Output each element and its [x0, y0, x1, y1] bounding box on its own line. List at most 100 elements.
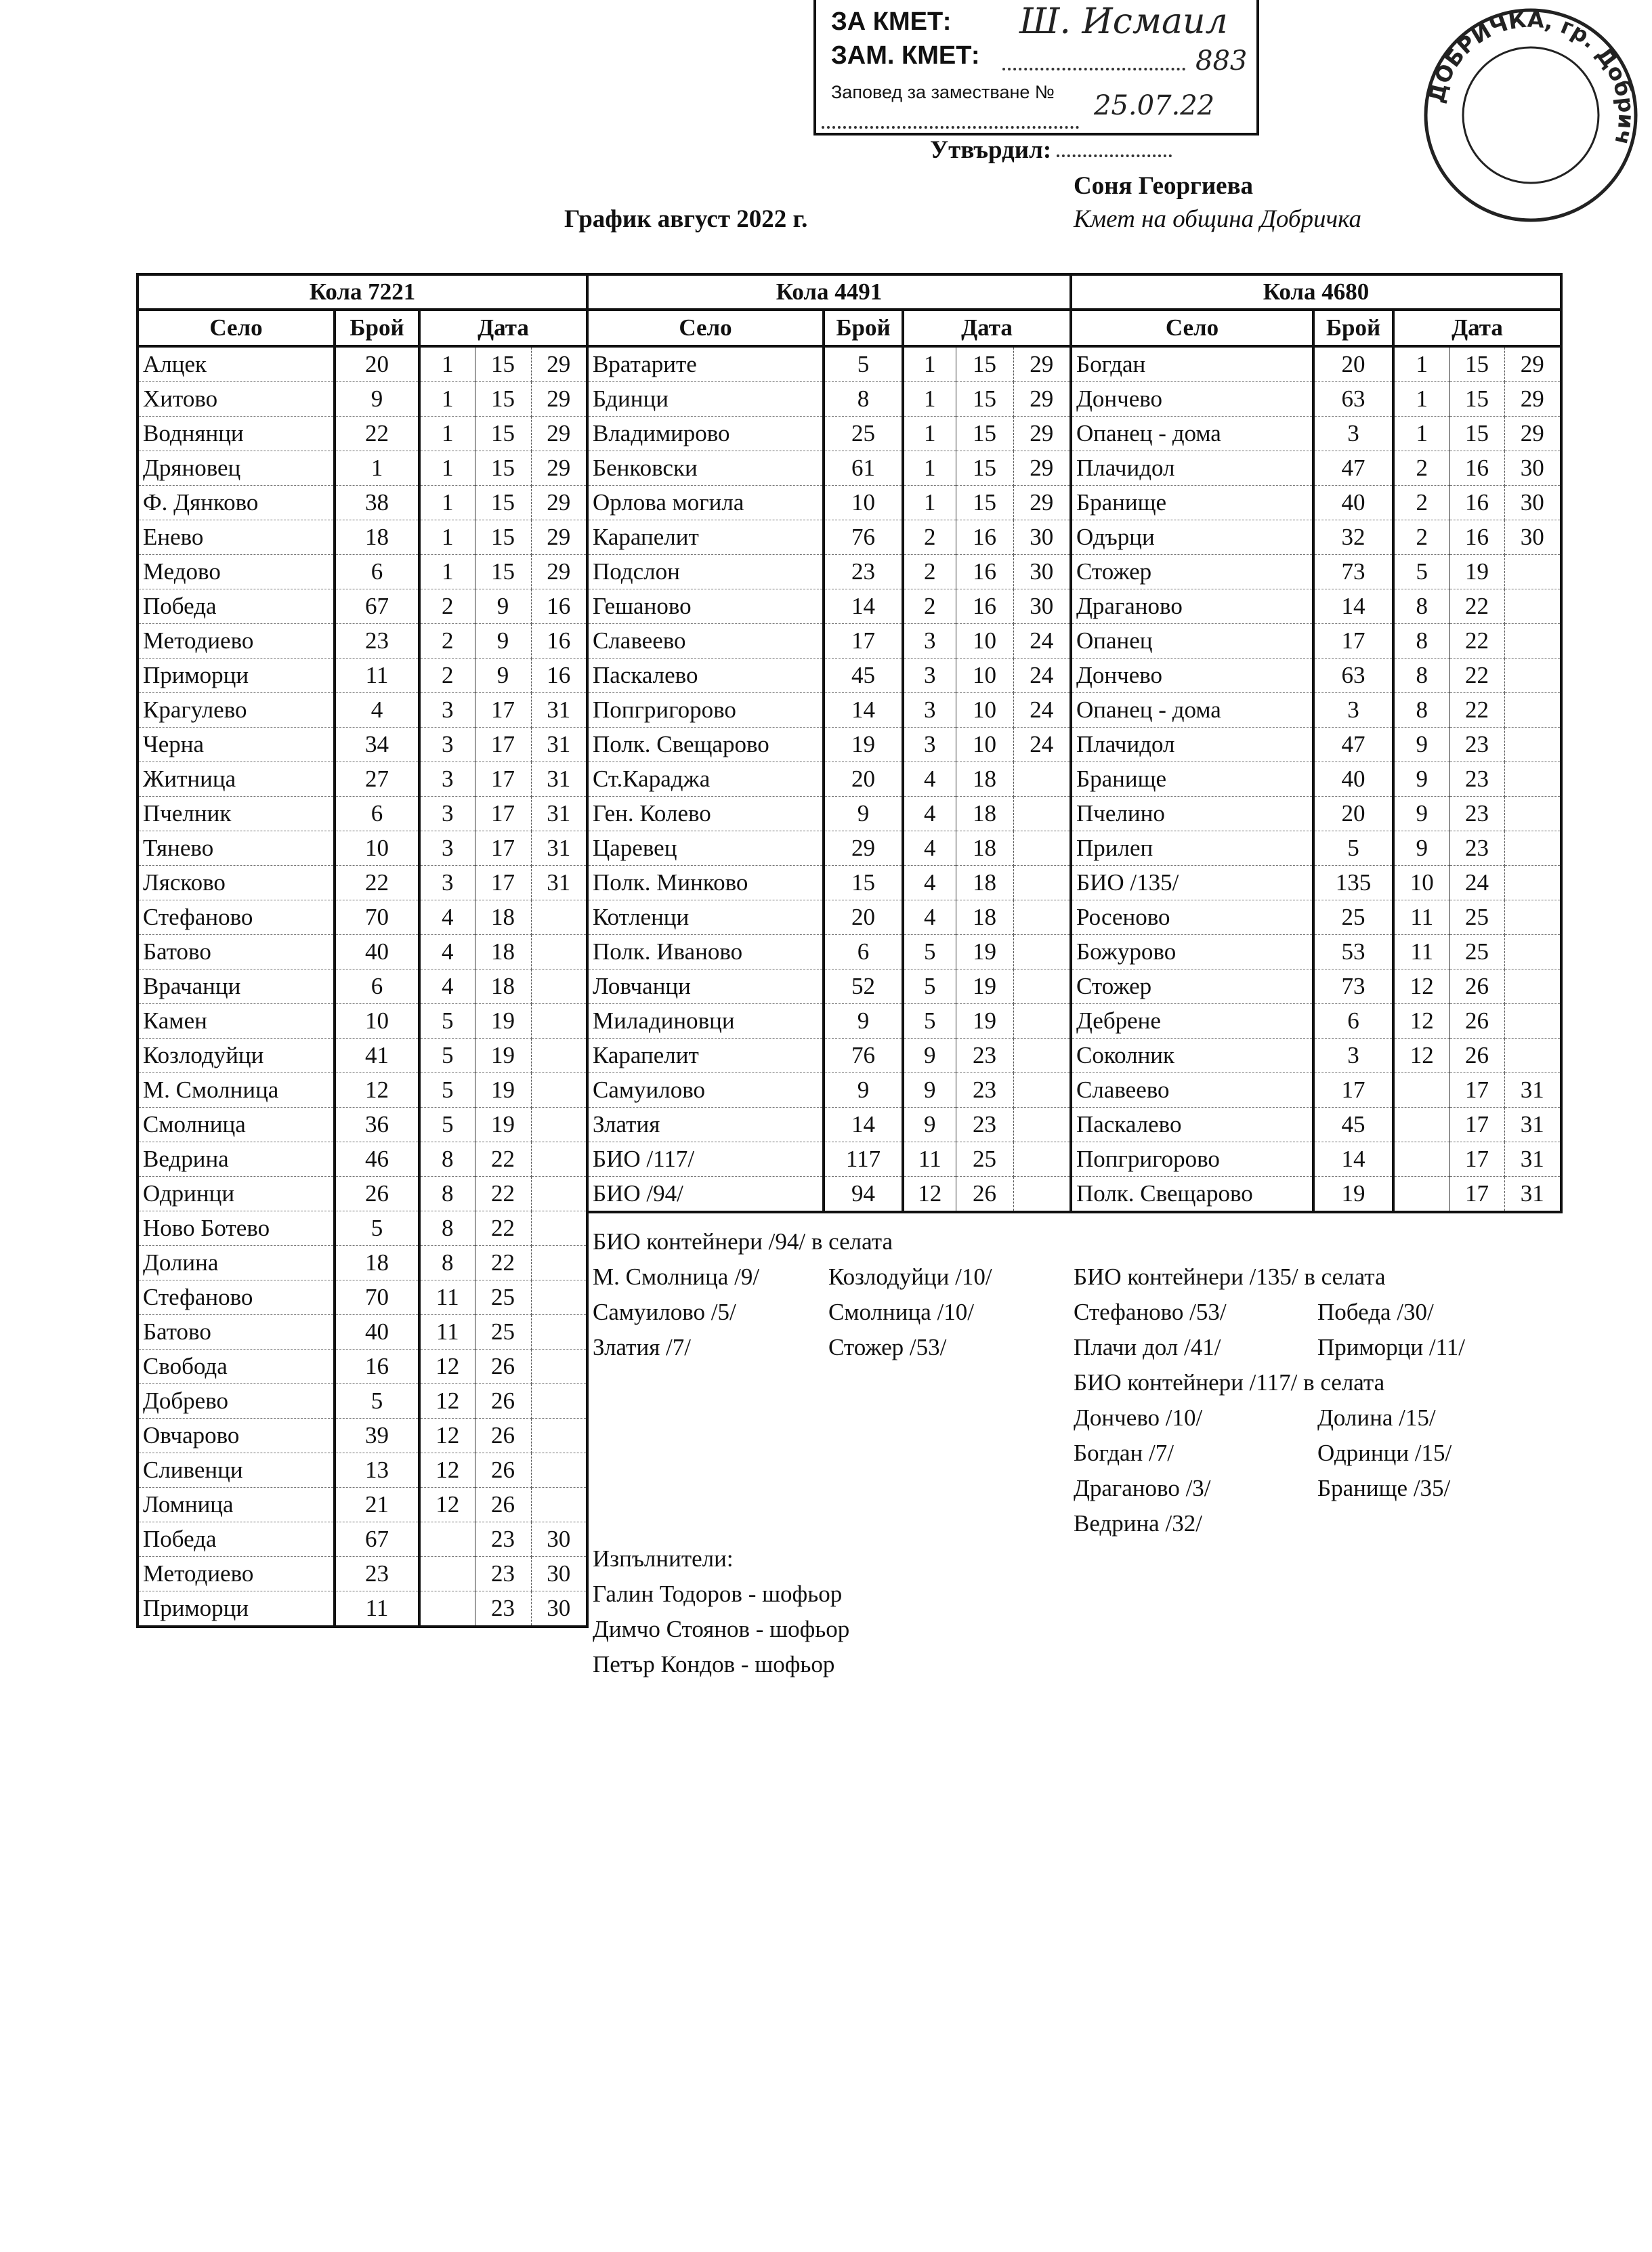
table-row: Котленци 20 4 18 [586, 900, 1072, 935]
date-cell-2: 26 [1449, 1038, 1505, 1073]
date-cell-1: 5 [419, 1072, 475, 1108]
table-row: Росеново 25 11 25 [1069, 900, 1563, 935]
date-cell-1: 8 [1393, 589, 1450, 624]
vehicle-title: Кола 7221 [136, 273, 589, 311]
count-cell: 38 [335, 485, 421, 520]
count-cell: 20 [824, 762, 904, 797]
date-cell-1: 4 [903, 900, 956, 935]
count-cell: 14 [1313, 1142, 1395, 1177]
date-cell-3: 24 [1013, 623, 1072, 659]
date-cell-2: 22 [475, 1142, 532, 1177]
date-cell-3: 30 [1013, 554, 1072, 589]
count-cell: 45 [1313, 1107, 1395, 1142]
date-cell-1: 4 [903, 831, 956, 866]
table-row: Стожер 73 12 26 [1069, 969, 1563, 1004]
village-cell: Дончево [1069, 381, 1315, 417]
date-cell-2: 23 [475, 1522, 532, 1557]
date-cell-1: 12 [419, 1487, 475, 1522]
table-row: Орлова могила 10 1 15 29 [586, 485, 1072, 520]
village-cell: Одърци [1069, 520, 1315, 555]
date-cell-2: 15 [475, 485, 532, 520]
bio-135-item: Приморци /11/ [1317, 1334, 1466, 1360]
date-cell-2: 22 [1449, 658, 1505, 693]
date-cell-2: 15 [956, 346, 1014, 382]
date-cell-3: 29 [531, 416, 589, 451]
village-cell: Долина [136, 1245, 336, 1280]
table-row: Одринци 26 8 22 [136, 1176, 589, 1211]
village-cell: Енево [136, 520, 336, 555]
date-cell-2: 23 [1449, 727, 1505, 762]
table-row: Ломница 21 12 26 [136, 1487, 589, 1522]
date-cell-2: 10 [956, 727, 1014, 762]
date-cell-1: 2 [903, 589, 956, 624]
count-cell: 36 [335, 1107, 421, 1142]
date-cell-1: 9 [1393, 796, 1450, 831]
table-row: Ст.Караджа 20 4 18 [586, 762, 1072, 797]
date-cell-1: 5 [1393, 554, 1450, 589]
date-cell-3 [1013, 831, 1072, 866]
village-cell: Лясково [136, 865, 336, 900]
date-cell-2: 26 [1449, 969, 1505, 1004]
date-cell-3: 29 [1504, 416, 1563, 451]
count-cell: 10 [335, 831, 421, 866]
count-cell: 19 [824, 727, 904, 762]
date-cell-2: 17 [1449, 1142, 1505, 1177]
date-cell-2: 25 [1449, 900, 1505, 935]
count-cell: 70 [335, 1280, 421, 1315]
date-cell-1: 1 [419, 451, 475, 486]
document-title: График август 2022 г. [564, 205, 808, 233]
table-row: Попгригорово 14 17 31 [1069, 1142, 1563, 1177]
svg-text:ДОБРИЧКА, гр. Добрич: ДОБРИЧКА, гр. Добрич [1423, 7, 1639, 148]
date-cell-2: 17 [475, 831, 532, 866]
date-cell-2: 18 [956, 900, 1014, 935]
count-cell: 67 [335, 589, 421, 624]
table-row: Свобода 16 12 26 [136, 1349, 589, 1384]
date-cell-3: 16 [531, 623, 589, 659]
date-cell-1: 3 [903, 658, 956, 693]
village-cell: Ст.Караджа [586, 762, 825, 797]
date-cell-3 [531, 1383, 589, 1419]
count-cell: 53 [1313, 934, 1395, 969]
date-cell-1: 2 [1393, 520, 1450, 555]
village-cell: Батово [136, 934, 336, 969]
village-cell: Сливенци [136, 1453, 336, 1488]
date-cell-1: 1 [1393, 381, 1450, 417]
date-cell-1: 3 [419, 692, 475, 728]
seal-lettering: ДОБРИЧКА, гр. Добрич [1423, 7, 1639, 148]
table-row: Полк. Свещарово 19 17 31 [1069, 1176, 1563, 1213]
date-cell-3 [1504, 969, 1563, 1004]
count-cell: 13 [335, 1453, 421, 1488]
bio-94-item: Козлодуйци /10/ [828, 1264, 992, 1290]
table-row: Драганово 14 8 22 [1069, 589, 1563, 624]
table-row: Тянево 10 3 17 31 [136, 831, 589, 866]
date-cell-1: 5 [419, 1003, 475, 1039]
date-cell-3 [531, 1418, 589, 1453]
table-row: Лясково 22 3 17 31 [136, 865, 589, 900]
date-cell-1 [1393, 1107, 1450, 1142]
date-cell-3 [1013, 796, 1072, 831]
table-row: Овчарово 39 12 26 [136, 1418, 589, 1453]
village-cell: Пчелник [136, 796, 336, 831]
count-cell: 5 [335, 1383, 421, 1419]
table-row: Паскалево 45 17 31 [1069, 1107, 1563, 1142]
date-cell-1: 11 [419, 1280, 475, 1315]
village-cell: Ф. Дянково [136, 485, 336, 520]
date-cell-3: 29 [531, 485, 589, 520]
village-cell: Ловчанци [586, 969, 825, 1004]
bio-94-item: Смолница /10/ [828, 1299, 974, 1325]
village-cell: Методиево [136, 623, 336, 659]
date-cell-2: 25 [1449, 934, 1505, 969]
count-cell: 17 [1313, 1072, 1395, 1108]
date-cell-3: 29 [1504, 346, 1563, 382]
count-cell: 15 [824, 865, 904, 900]
date-cell-1: 4 [903, 762, 956, 797]
village-cell: Подслон [586, 554, 825, 589]
count-cell: 19 [1313, 1176, 1395, 1213]
date-cell-2: 10 [956, 658, 1014, 693]
table-row: Приморци 11 23 30 [136, 1591, 589, 1628]
date-cell-2: 23 [956, 1107, 1014, 1142]
village-cell: Бранище [1069, 762, 1315, 797]
count-cell: 73 [1313, 969, 1395, 1004]
date-cell-1: 9 [1393, 831, 1450, 866]
table-row: Полк. Свещарово 19 3 10 24 [586, 727, 1072, 762]
